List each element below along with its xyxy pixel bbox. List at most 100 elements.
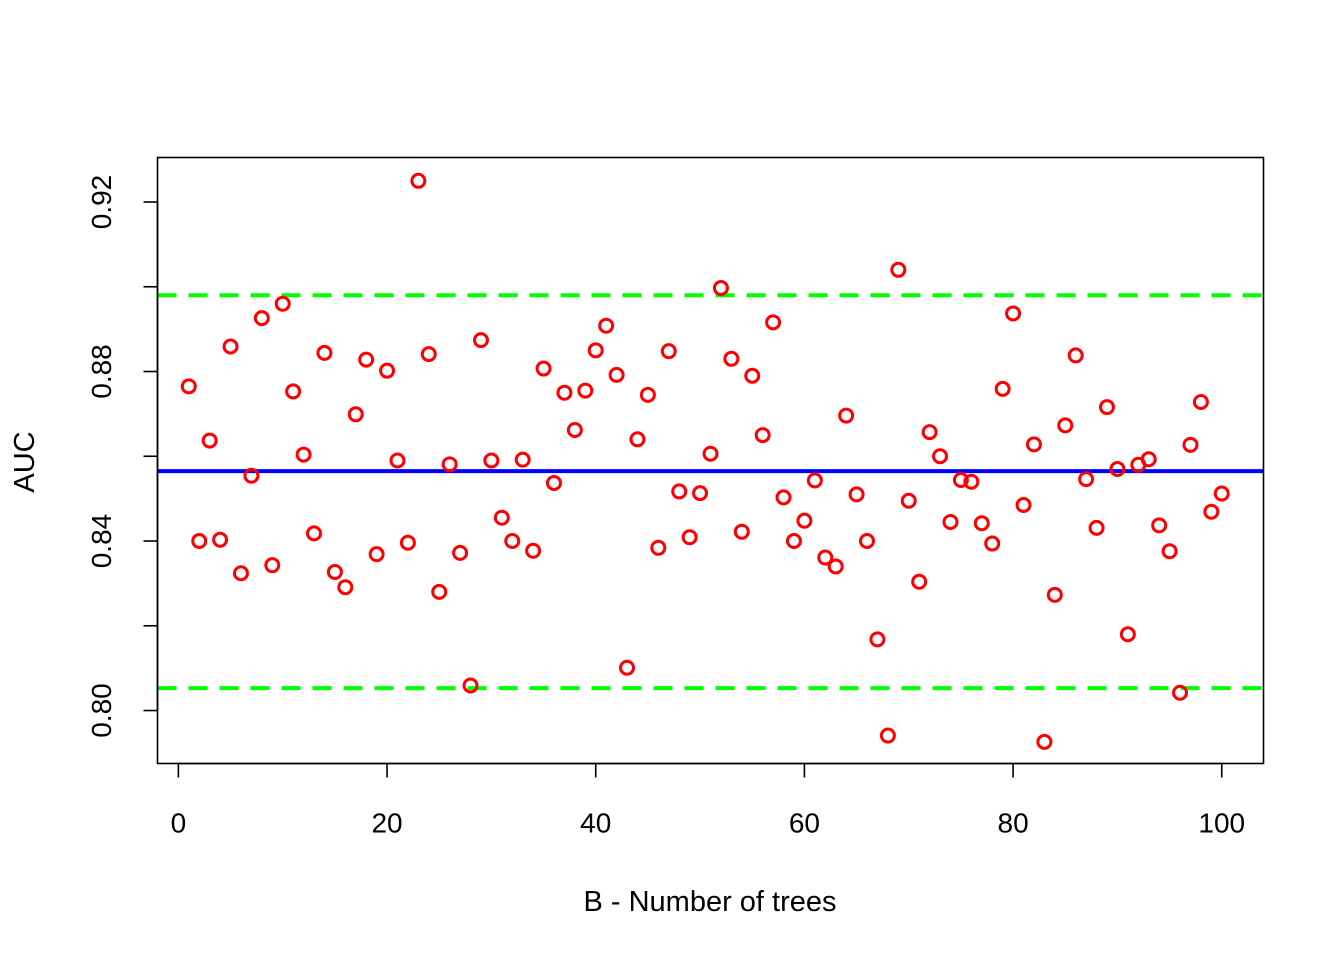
data-point xyxy=(347,406,364,423)
data-point xyxy=(493,509,510,526)
data-point xyxy=(212,531,229,548)
data-point xyxy=(608,366,625,383)
x-tick-label: 0 xyxy=(171,808,187,839)
data-point xyxy=(441,456,458,473)
data-point xyxy=(848,486,865,503)
data-point xyxy=(702,445,719,462)
data-point xyxy=(869,631,886,648)
data-point xyxy=(1109,460,1126,477)
data-point xyxy=(389,452,406,469)
data-point xyxy=(431,583,448,600)
data-point xyxy=(566,421,583,438)
data-point xyxy=(587,342,604,359)
x-axis-title: B - Number of trees xyxy=(583,886,836,918)
data-point xyxy=(1182,436,1199,453)
data-point xyxy=(1015,496,1032,513)
data-point xyxy=(598,317,615,334)
data-point xyxy=(984,535,1001,552)
data-point xyxy=(817,549,834,566)
data-point xyxy=(232,565,249,582)
data-point xyxy=(1172,684,1189,701)
data-points xyxy=(180,172,1230,750)
data-point xyxy=(514,451,531,468)
data-point xyxy=(712,280,729,297)
data-point xyxy=(754,427,771,444)
data-point xyxy=(201,432,218,449)
data-point xyxy=(358,351,375,368)
data-point xyxy=(692,485,709,502)
data-point xyxy=(306,525,323,542)
y-tick-label: 0.92 xyxy=(86,175,117,230)
data-point xyxy=(1057,417,1074,434)
data-point xyxy=(504,533,521,550)
data-point xyxy=(942,513,959,530)
data-point xyxy=(1046,586,1063,603)
data-point xyxy=(911,573,928,590)
data-point xyxy=(733,523,750,540)
data-point xyxy=(900,492,917,509)
data-point xyxy=(660,343,677,360)
x-tick-label: 40 xyxy=(580,808,611,839)
data-point xyxy=(775,489,792,506)
data-point xyxy=(243,467,260,484)
data-point xyxy=(222,338,239,355)
data-point xyxy=(1005,305,1022,322)
x-axis: 0 20 40 60 80 100 xyxy=(171,762,1245,839)
data-point xyxy=(1078,471,1095,488)
data-point xyxy=(264,557,281,574)
data-point xyxy=(1067,347,1084,364)
x-tick-label: 20 xyxy=(371,808,402,839)
data-point xyxy=(180,378,197,395)
data-point xyxy=(1025,436,1042,453)
data-point xyxy=(1151,517,1168,534)
data-point xyxy=(1119,626,1136,643)
data-point xyxy=(410,172,427,189)
data-point xyxy=(765,314,782,331)
data-point xyxy=(295,446,312,463)
data-point xyxy=(556,384,573,401)
data-point xyxy=(671,483,688,500)
data-point xyxy=(879,727,896,744)
reference-lines xyxy=(157,293,1264,691)
data-point xyxy=(859,533,876,550)
data-point xyxy=(399,534,416,551)
data-point xyxy=(274,295,291,312)
data-point xyxy=(525,542,542,559)
data-point xyxy=(639,386,656,403)
data-point xyxy=(629,431,646,448)
data-point xyxy=(316,344,333,361)
data-point xyxy=(1088,519,1105,536)
data-point xyxy=(973,515,990,532)
data-point xyxy=(890,261,907,278)
data-point xyxy=(253,310,270,327)
data-point xyxy=(994,380,1011,397)
data-point xyxy=(1203,503,1220,520)
data-point xyxy=(1161,543,1178,560)
x-tick-label: 80 xyxy=(998,808,1029,839)
y-axis-title: AUC xyxy=(9,431,41,492)
data-point xyxy=(337,579,354,596)
y-tick-label: 0.80 xyxy=(86,683,117,738)
data-point xyxy=(1192,394,1209,411)
data-point xyxy=(1098,399,1115,416)
data-point xyxy=(963,473,980,490)
data-point xyxy=(420,346,437,363)
data-point xyxy=(326,563,343,580)
data-point xyxy=(452,544,469,561)
data-point xyxy=(1213,485,1230,502)
data-point xyxy=(285,383,302,400)
data-point xyxy=(191,533,208,550)
data-point xyxy=(483,452,500,469)
data-point xyxy=(545,474,562,491)
data-point xyxy=(921,424,938,441)
x-tick-label: 100 xyxy=(1198,808,1245,839)
data-point xyxy=(806,472,823,489)
data-point xyxy=(1140,451,1157,468)
data-point xyxy=(838,407,855,424)
data-point xyxy=(368,546,385,563)
y-axis: 0.80 0.84 0.88 0.92 xyxy=(86,175,159,738)
y-tick-label: 0.88 xyxy=(86,344,117,399)
data-point xyxy=(462,677,479,694)
